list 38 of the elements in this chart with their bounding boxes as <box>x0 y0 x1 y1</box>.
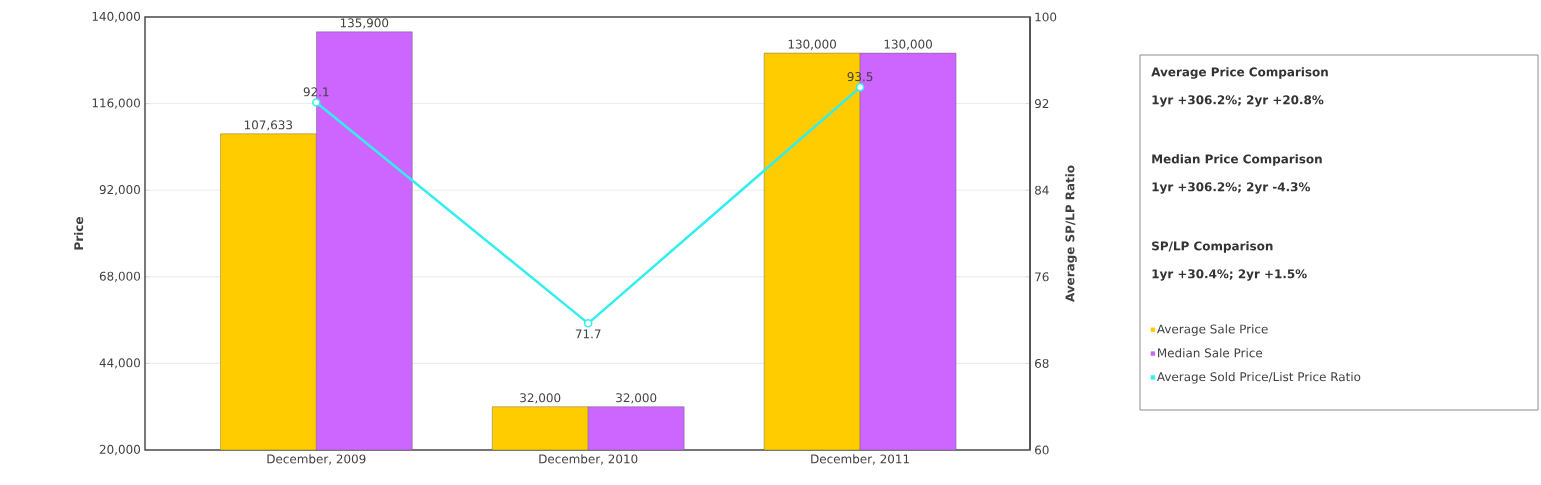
x-tick-label: December, 2009 <box>267 454 366 465</box>
x-tick-label: December, 2010 <box>539 454 638 465</box>
text: 1yr +306.2%; 2yr -4.3% <box>1152 182 1311 194</box>
y-axis-title: Price <box>73 217 84 250</box>
point <box>583 319 593 328</box>
text: 1yr +306.2%; 2yr +20.8% <box>1152 95 1324 107</box>
data-label: 71.7 <box>575 329 601 339</box>
legend-label: Average Sale Price <box>1156 324 1268 336</box>
y2-tick-label: 76 <box>1035 272 1049 282</box>
y-tick-label: 44,000 <box>99 358 141 369</box>
data-label: 92.1 <box>303 87 329 97</box>
point <box>855 83 865 92</box>
y-tick-label: 20,000 <box>99 444 141 456</box>
text: 1yr +30.4%; 2yr +1.5% <box>1152 269 1307 281</box>
point <box>312 98 321 107</box>
x-tick-label: December, 2011 <box>811 454 909 465</box>
y-tick-label: 116,000 <box>92 98 141 109</box>
data-label: 32,000 <box>520 393 561 404</box>
data-label: 32,000 <box>616 393 657 404</box>
text: Average Price Comparison <box>1151 67 1328 79</box>
data-label: 93.5 <box>847 72 873 82</box>
data-label: 130,000 <box>788 39 836 50</box>
y2-tick-label: 84 <box>1035 185 1049 195</box>
legend-label: Median Sale Price <box>1158 348 1263 358</box>
text: SP/LP Comparison <box>1152 241 1273 253</box>
legend-label: Average Sold Price/List Price Ratio <box>1156 372 1361 384</box>
text: Median Price Comparison <box>1152 154 1322 166</box>
y2-axis-title: Average SP/LP Ratio <box>1065 165 1077 302</box>
y2-tick-label: 92 <box>1034 99 1049 109</box>
y2-tick-label: 68 <box>1035 358 1049 368</box>
data-label: 130,000 <box>884 39 932 50</box>
data-label: 135,900 <box>340 18 389 29</box>
y-tick-label: 92,000 <box>99 185 141 196</box>
y2-tick-label: 100 <box>1035 12 1057 22</box>
y2-tick-label: 60 <box>1035 445 1049 455</box>
y-tick-label: 68,000 <box>99 271 141 282</box>
data-label: 107,633 <box>244 120 293 131</box>
y-tick-label: 140,000 <box>92 11 141 23</box>
